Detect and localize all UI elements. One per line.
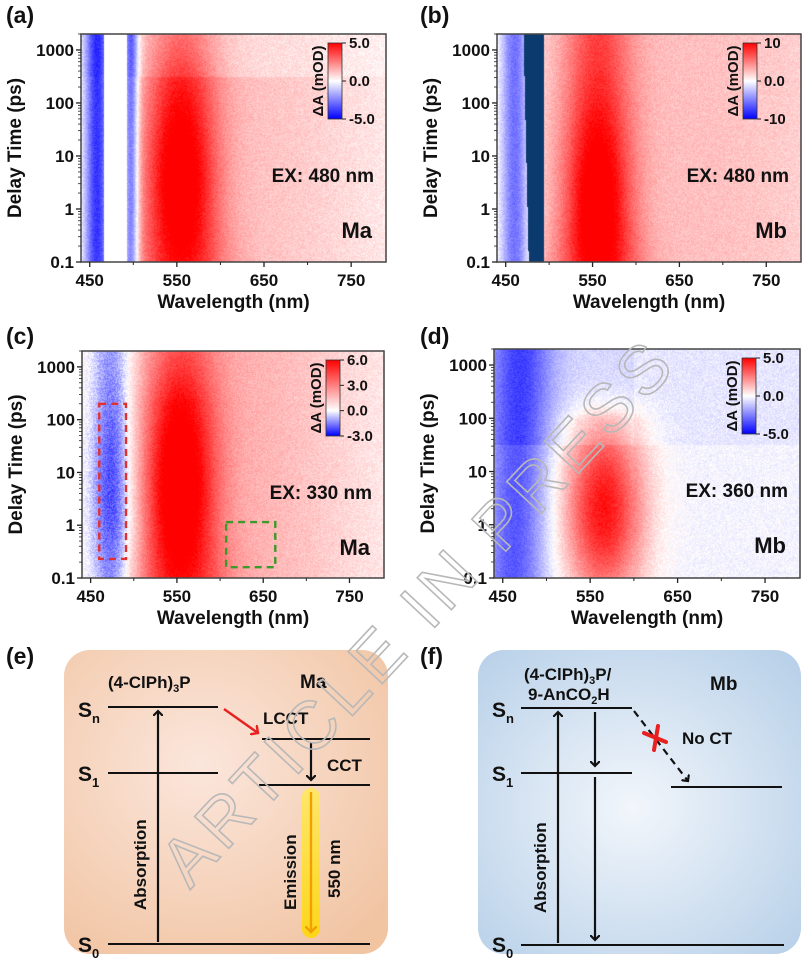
heatmap-plot-d: 450 550 650 750 0.1 1 10 100 1000 Wavelength (nm)… xyxy=(0,0,807,640)
y-tick-label: 100 xyxy=(459,409,487,428)
axes: 450 550 650 750 0.1 1 10 100 1000 Wavelength (nm)… xyxy=(0,0,807,640)
absorption-label: Absorption xyxy=(131,819,150,910)
x-tick-label: 750 xyxy=(751,587,779,606)
x-tick-label: 450 xyxy=(489,587,517,606)
emission-label: Emission xyxy=(281,834,300,910)
sample-label: Mb xyxy=(710,674,737,695)
x-axis-title: Wavelength (nm) xyxy=(571,608,723,629)
colorbar-tick-label: 0.0 xyxy=(763,388,784,405)
sample-label: Mb xyxy=(754,533,786,558)
diagram-background xyxy=(64,650,388,954)
x-tick-label: 650 xyxy=(663,587,691,606)
emission-wavelength-label: 550 nm xyxy=(325,839,344,898)
colorbar-tick-label: -5.0 xyxy=(763,426,789,443)
sample-label: Ma xyxy=(300,672,327,693)
y-tick-label: 0.1 xyxy=(463,569,487,588)
energy-diagram-e: (4-ClPh)3P Ma Sn S1 S0 Absorption LCCT C… xyxy=(0,640,400,964)
diagram-background xyxy=(478,650,801,954)
colorbar xyxy=(742,358,756,434)
y-tick-label: 1 xyxy=(478,516,487,535)
cct-label: CCT xyxy=(327,756,363,775)
molecule-label-line2: 9-AnCO2H xyxy=(528,685,610,707)
y-axis-title: Delay Time (ps) xyxy=(418,393,439,533)
y-tick-label: 1000 xyxy=(449,356,487,375)
absorption-label: Absorption xyxy=(531,822,550,913)
excitation-annotation: EX: 360 nm xyxy=(686,481,788,502)
lcct-label: LCCT xyxy=(263,709,309,728)
no-ct-label: No CT xyxy=(682,729,733,748)
energy-diagram-f: (4-ClPh)3P/ 9-AnCO2H Mb Sn S1 S0 Absorpt… xyxy=(400,640,807,964)
molecule-label-line1: (4-ClPh)3P/ xyxy=(524,665,612,687)
y-tick-label: 10 xyxy=(468,463,487,482)
colorbar-tick-label: 5.0 xyxy=(763,350,784,367)
x-tick-label: 550 xyxy=(576,587,604,606)
colorbar-title: ΔA (mOD) xyxy=(724,360,741,431)
